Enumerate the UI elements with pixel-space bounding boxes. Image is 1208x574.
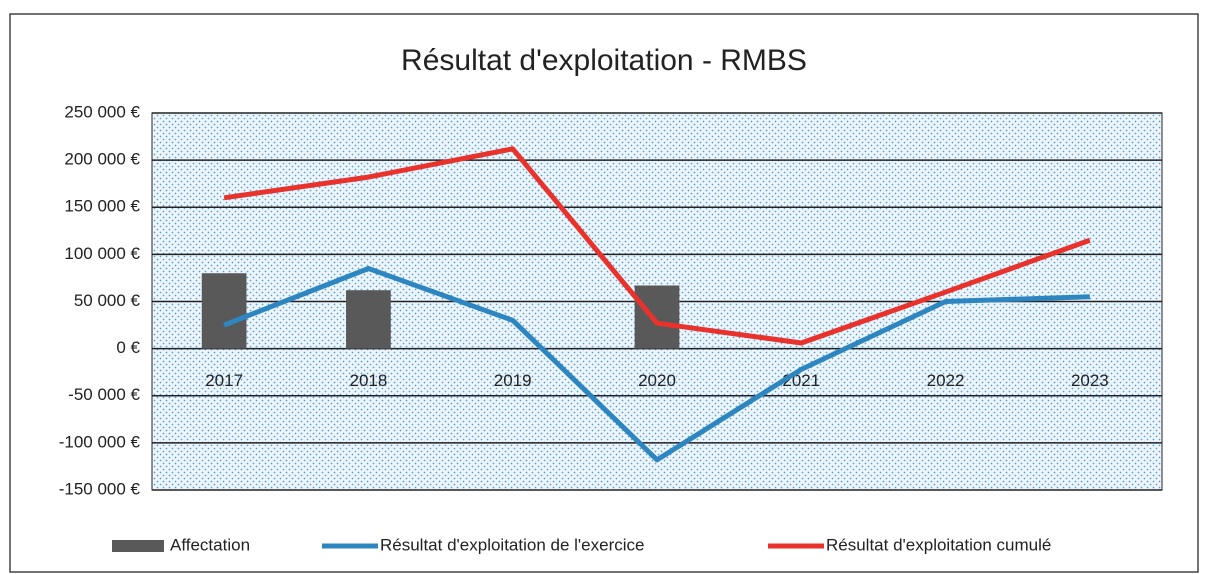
x-tick-label: 2017 — [205, 371, 243, 390]
line — [223, 266, 1090, 463]
bar — [346, 290, 391, 349]
legend-label: Résultat d'exploitation cumulé — [826, 535, 1051, 554]
y-tick-label: -100 000 € — [59, 432, 141, 451]
legend-swatch — [112, 540, 164, 552]
x-tick-label: 2020 — [638, 371, 676, 390]
y-tick-label: 100 000 € — [64, 244, 140, 263]
line — [223, 146, 1091, 346]
bar — [634, 285, 680, 349]
x-tick-label: 2022 — [927, 371, 965, 390]
y-tick-label: -50 000 € — [68, 385, 140, 404]
y-tick-label: 150 000 € — [64, 197, 140, 216]
x-tick-label: 2018 — [350, 371, 388, 390]
chart-title: Résultat d'exploitation - RMBS — [401, 44, 807, 77]
y-tick-label: 0 € — [116, 338, 140, 357]
y-tick-label: 50 000 € — [74, 291, 141, 310]
bar — [201, 273, 247, 349]
legend-label: Résultat d'exploitation de l'exercice — [380, 535, 644, 554]
y-tick-label: 250 000 € — [64, 102, 140, 121]
legend-label: Affectation — [170, 535, 250, 554]
chart-frame — [9, 13, 1199, 573]
y-tick-label: 200 000 € — [64, 150, 140, 169]
x-tick-label: 2019 — [494, 371, 532, 390]
x-tick-label: 2023 — [1071, 371, 1109, 390]
y-tick-label: -150 000 € — [59, 479, 141, 498]
